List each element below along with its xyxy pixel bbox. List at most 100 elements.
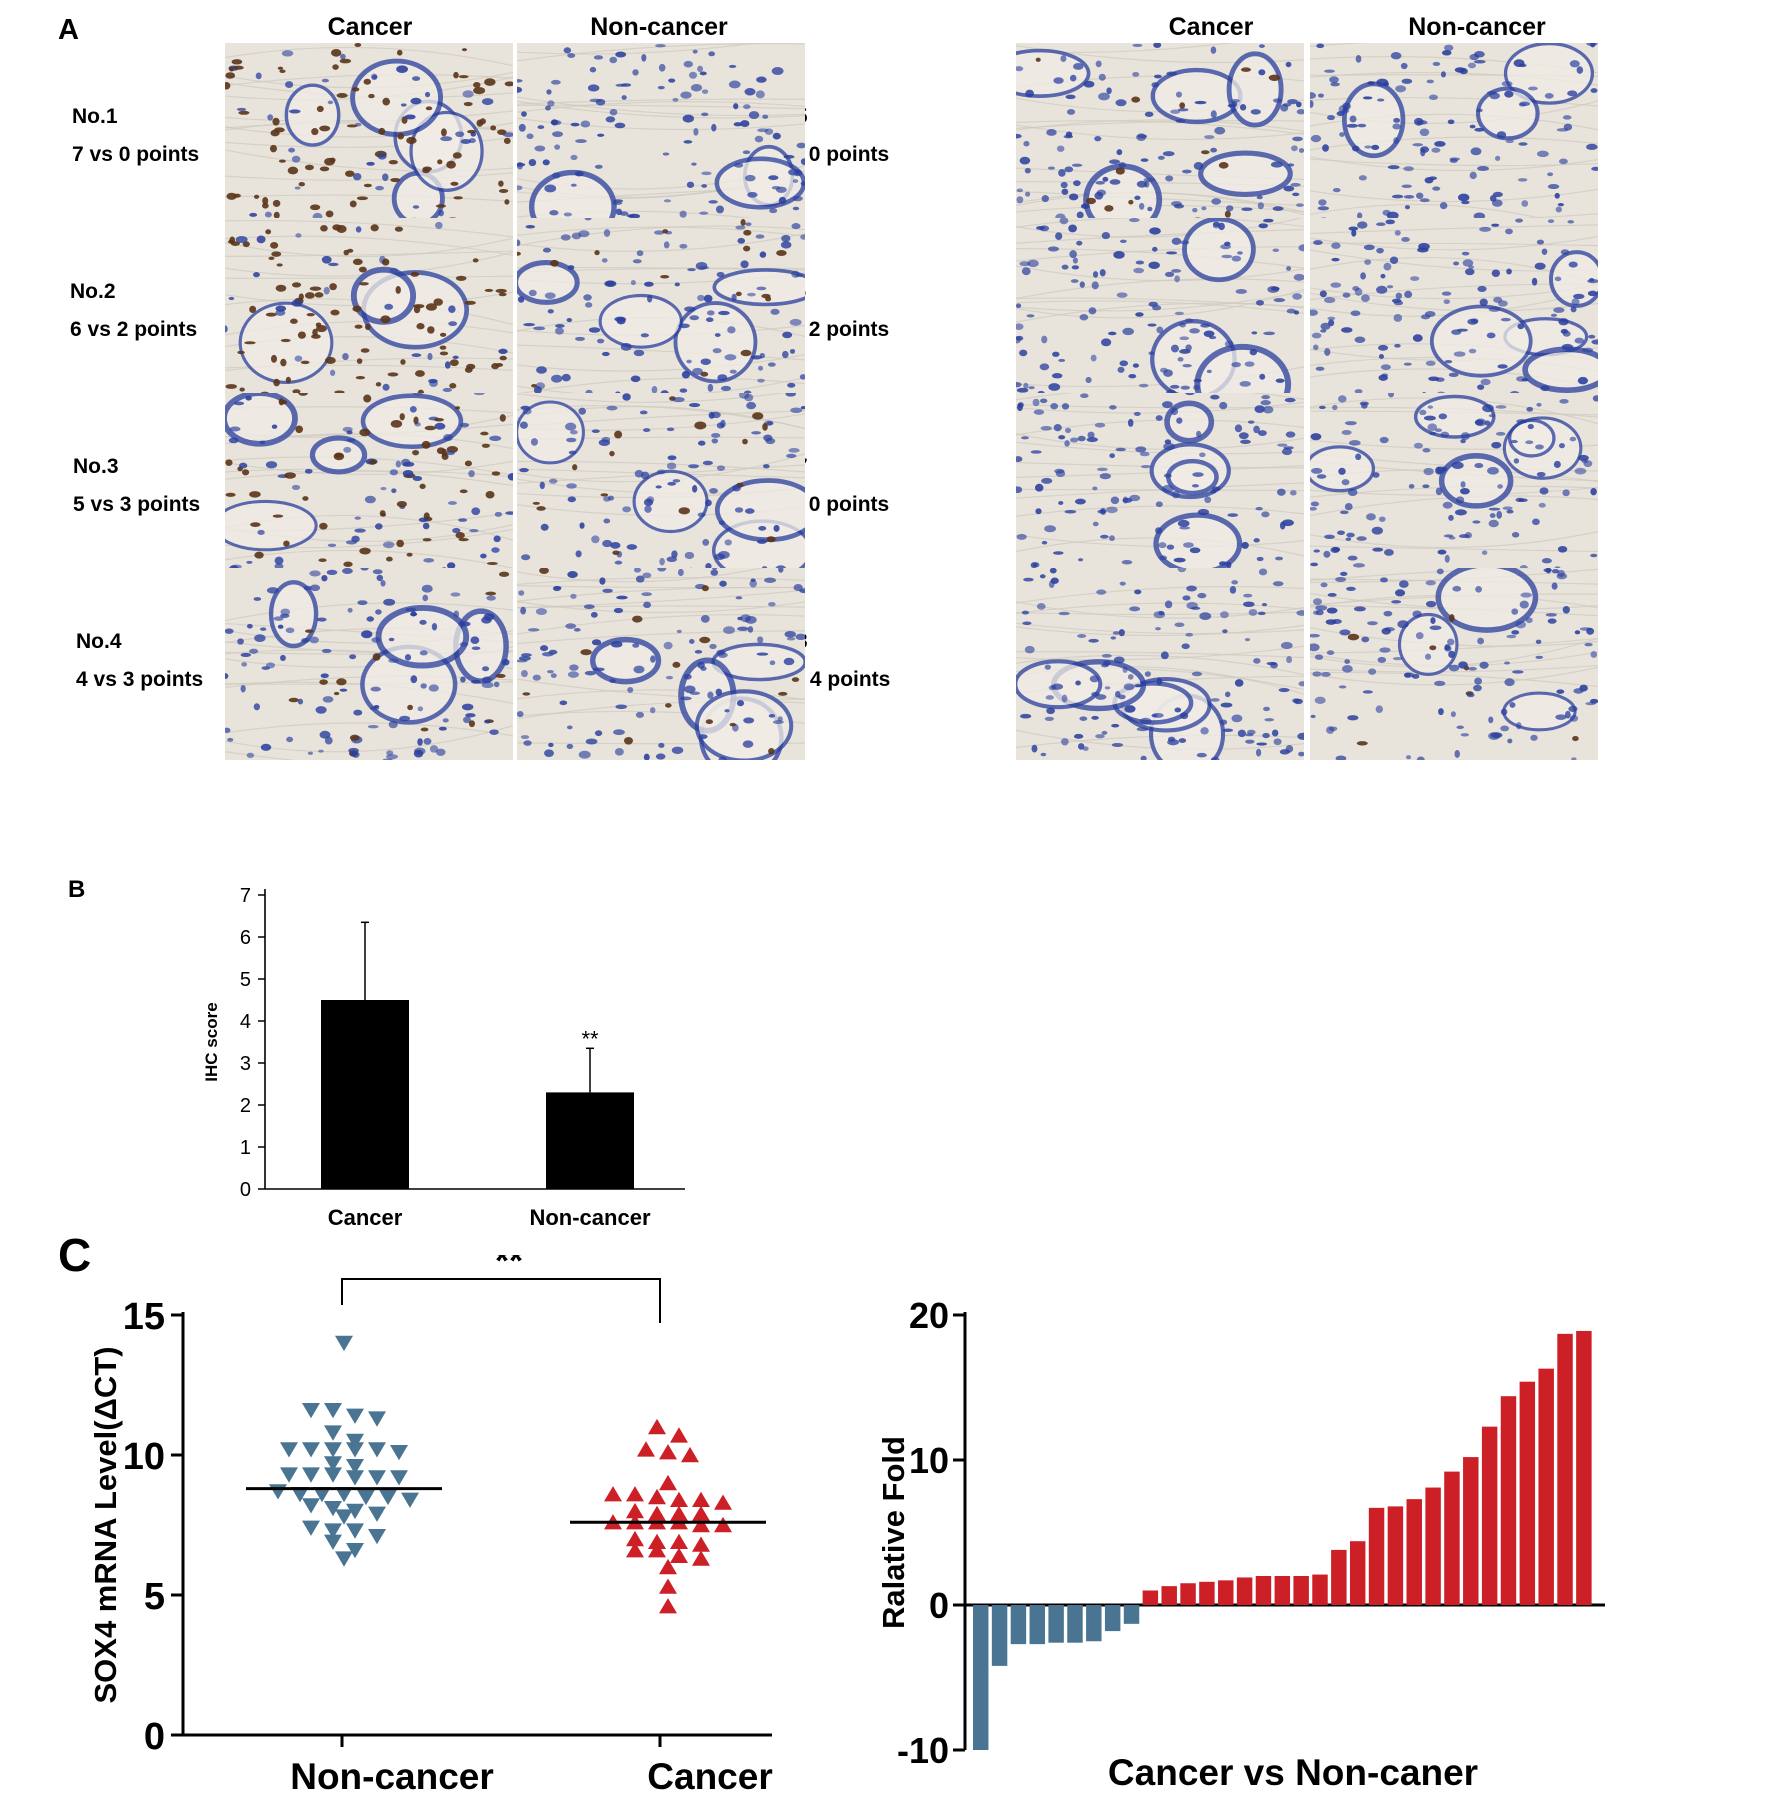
nucleus bbox=[1467, 62, 1477, 69]
nucleus bbox=[751, 431, 762, 435]
case-id: No.2 bbox=[70, 280, 116, 303]
nucleus bbox=[1073, 63, 1084, 70]
nucleus bbox=[748, 111, 760, 120]
nucleus bbox=[1327, 316, 1336, 321]
nucleus bbox=[297, 698, 304, 705]
nucleus bbox=[346, 430, 353, 435]
nucleus bbox=[450, 592, 461, 597]
gland-ring bbox=[1549, 250, 1598, 308]
stained-nucleus bbox=[439, 345, 447, 350]
stained-nucleus bbox=[495, 673, 506, 678]
nucleus bbox=[1399, 580, 1409, 588]
nucleus bbox=[1587, 278, 1598, 284]
stained-nucleus bbox=[662, 229, 669, 234]
fold-bar bbox=[1368, 1507, 1385, 1605]
nucleus bbox=[1570, 306, 1577, 313]
nucleus bbox=[1504, 90, 1514, 98]
nucleus bbox=[246, 560, 253, 564]
cancer-data-point bbox=[637, 1441, 655, 1457]
nucleus bbox=[241, 662, 248, 667]
nucleus bbox=[772, 720, 784, 725]
nucleus bbox=[410, 611, 417, 617]
micrograph-case-4-noncancer bbox=[517, 568, 805, 760]
stained-nucleus bbox=[372, 653, 381, 661]
nucleus bbox=[569, 429, 578, 435]
nucleus bbox=[1027, 259, 1039, 268]
stained-nucleus bbox=[297, 331, 306, 339]
nucleus bbox=[435, 748, 446, 756]
stained-nucleus bbox=[265, 229, 272, 235]
nucleus bbox=[1551, 569, 1560, 574]
nucleus bbox=[597, 133, 605, 137]
nucleus bbox=[786, 453, 797, 459]
nucleus bbox=[1153, 611, 1166, 619]
nucleus bbox=[347, 607, 353, 613]
nucleus bbox=[1383, 262, 1392, 271]
nucleus bbox=[1152, 246, 1158, 252]
nucleus bbox=[1155, 527, 1162, 534]
stroma-fiber bbox=[1016, 433, 1304, 450]
nucleus bbox=[413, 749, 424, 758]
nucleus bbox=[743, 104, 751, 110]
noncancer-data-point bbox=[346, 1459, 364, 1475]
nucleus bbox=[1470, 318, 1479, 324]
nucleus bbox=[1218, 561, 1227, 566]
nucleus bbox=[266, 587, 279, 594]
nucleus bbox=[1339, 629, 1351, 636]
nucleus bbox=[575, 139, 587, 144]
nucleus bbox=[1354, 389, 1363, 394]
nucleus bbox=[772, 132, 781, 140]
nucleus bbox=[1104, 686, 1111, 690]
nucleus bbox=[1177, 568, 1187, 573]
fold-bar bbox=[1576, 1330, 1592, 1605]
nucleus bbox=[1394, 589, 1406, 597]
nucleus bbox=[372, 75, 378, 80]
nucleus bbox=[412, 475, 423, 482]
nucleus bbox=[1395, 292, 1403, 300]
cancer-data-point bbox=[659, 1474, 677, 1491]
stained-nucleus bbox=[425, 303, 437, 311]
nucleus bbox=[417, 706, 424, 712]
nucleus bbox=[1127, 418, 1134, 427]
nucleus bbox=[1444, 645, 1452, 652]
nucleus bbox=[1091, 691, 1100, 697]
nucleus bbox=[505, 511, 513, 515]
nucleus bbox=[1479, 298, 1488, 307]
nucleus bbox=[1385, 219, 1395, 225]
nucleus bbox=[517, 710, 524, 718]
nucleus bbox=[591, 429, 600, 433]
nucleus bbox=[550, 673, 557, 678]
micrograph-image bbox=[1310, 43, 1598, 235]
nucleus bbox=[551, 374, 563, 383]
stained-nucleus bbox=[464, 367, 473, 373]
nucleus bbox=[1337, 395, 1347, 403]
nucleus bbox=[327, 100, 334, 105]
nucleus bbox=[790, 407, 803, 414]
nucleus bbox=[1440, 431, 1450, 438]
nucleus bbox=[655, 753, 666, 760]
cancer-data-point bbox=[692, 1550, 710, 1566]
nucleus bbox=[1296, 610, 1304, 616]
nucleus bbox=[1486, 332, 1496, 339]
nucleus bbox=[1297, 732, 1304, 740]
nucleus bbox=[773, 524, 780, 532]
nucleus bbox=[1106, 506, 1118, 514]
nucleus bbox=[418, 517, 428, 523]
nucleus bbox=[389, 469, 399, 476]
nucleus bbox=[621, 83, 632, 87]
nucleus bbox=[1277, 443, 1288, 447]
stained-nucleus bbox=[410, 271, 419, 277]
nucleus bbox=[1458, 534, 1470, 539]
nucleus bbox=[1315, 605, 1328, 611]
nucleus bbox=[1079, 281, 1085, 288]
nucleus bbox=[1255, 299, 1264, 306]
nucleus bbox=[749, 579, 757, 588]
nucleus bbox=[1348, 440, 1361, 446]
nucleus bbox=[674, 282, 680, 287]
nucleus bbox=[563, 47, 572, 54]
cancer-data-point bbox=[604, 1486, 622, 1502]
nucleus bbox=[1272, 98, 1283, 103]
nucleus bbox=[646, 294, 653, 303]
nucleus bbox=[1019, 349, 1028, 357]
case-id: No.1 bbox=[72, 105, 118, 128]
